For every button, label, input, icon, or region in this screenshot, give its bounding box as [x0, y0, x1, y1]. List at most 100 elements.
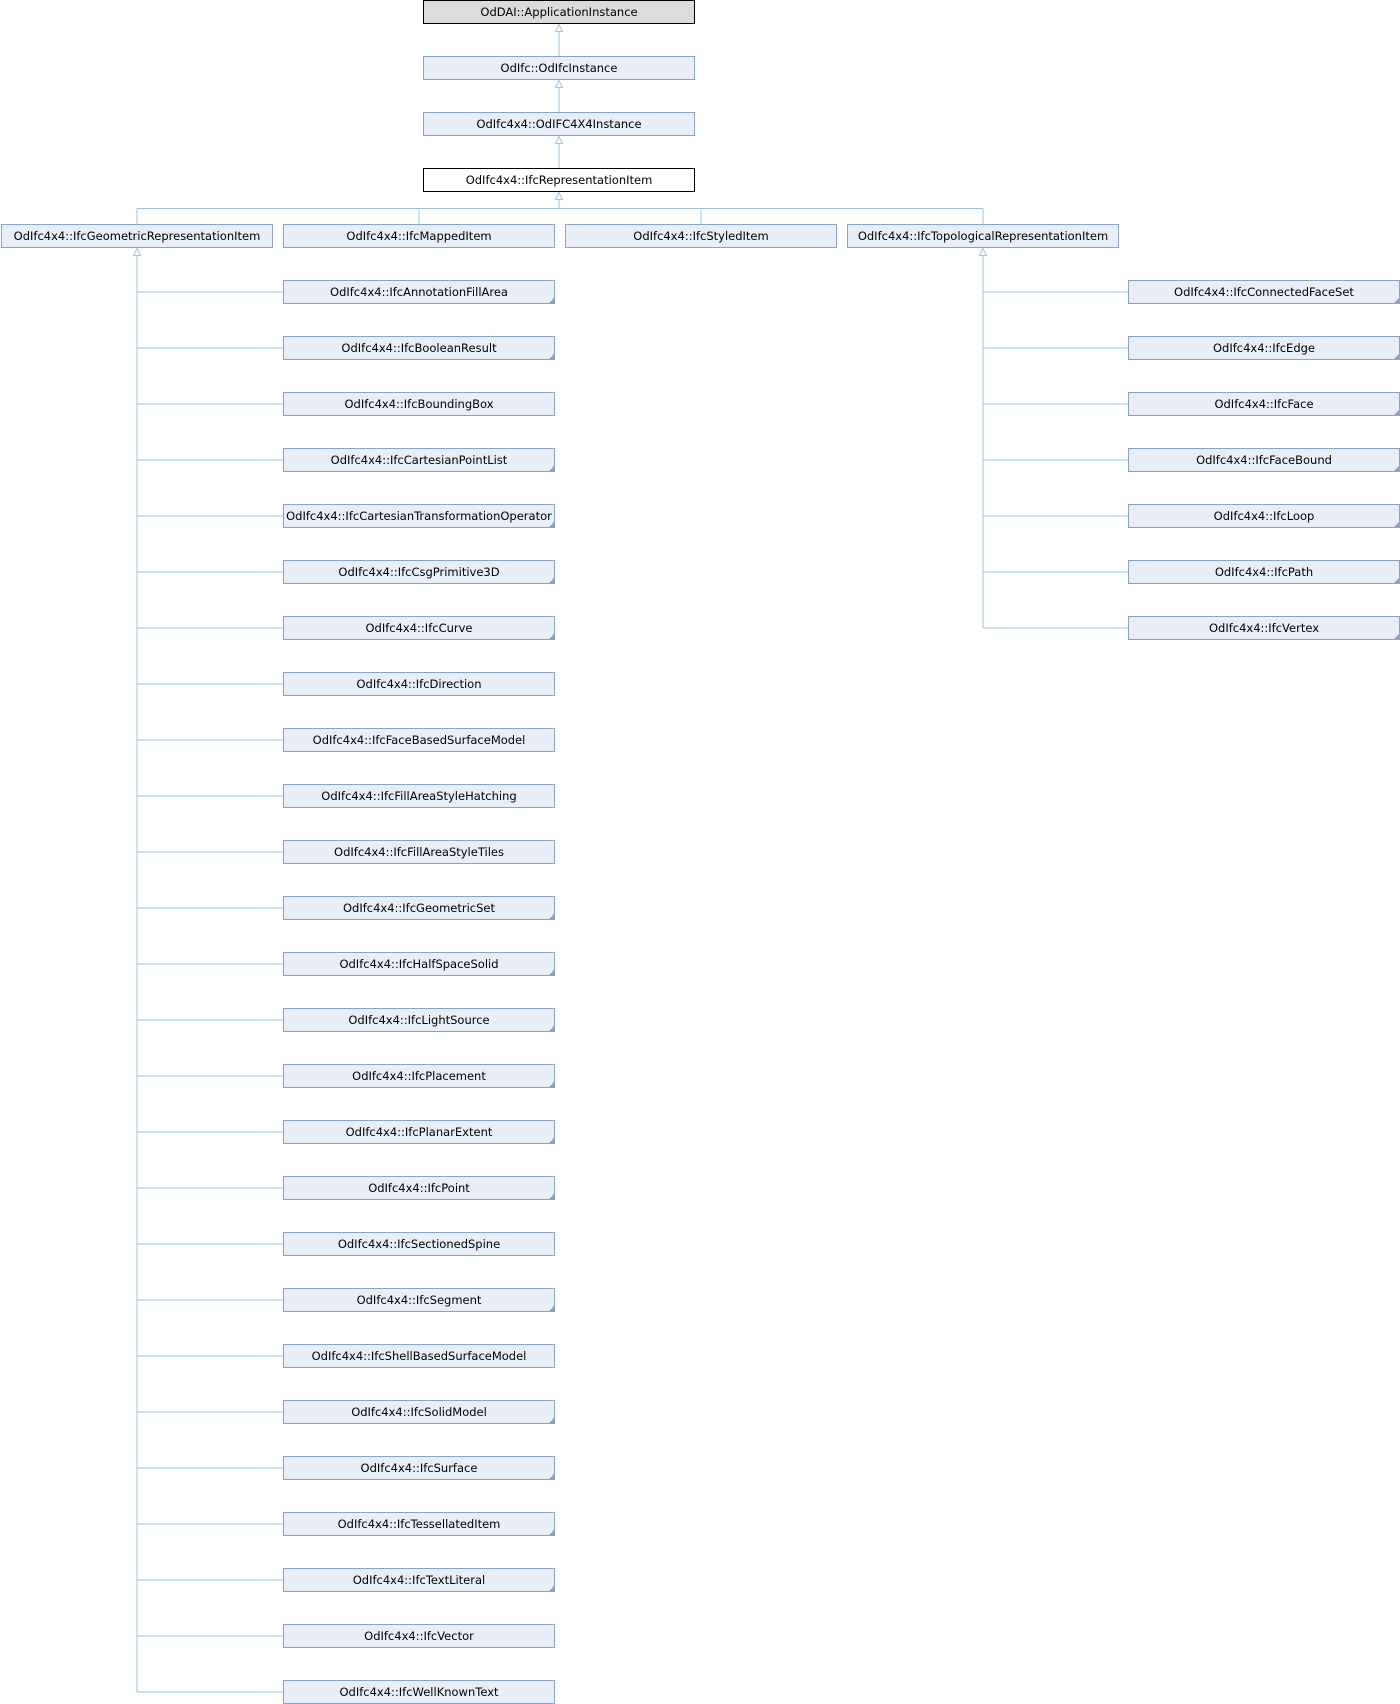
class-node-ifc-cartesian-transformation-operator[interactable]: OdIfc4x4::IfcCartesianTransformationOper… [283, 504, 555, 528]
more-subclasses-marker-icon [548, 1081, 555, 1088]
class-node-label: OdDAI::ApplicationInstance [480, 5, 637, 19]
class-node-label: OdIfc4x4::IfcLightSource [348, 1013, 489, 1027]
class-node-label: OdIfc4x4::IfcFaceBasedSurfaceModel [313, 733, 526, 747]
class-node-application-instance[interactable]: OdDAI::ApplicationInstance [423, 0, 695, 24]
class-node-ifc-csg-primitive3-d[interactable]: OdIfc4x4::IfcCsgPrimitive3D [283, 560, 555, 584]
class-node-ifc-segment[interactable]: OdIfc4x4::IfcSegment [283, 1288, 555, 1312]
class-node-label: OdIfc4x4::IfcHalfSpaceSolid [339, 957, 498, 971]
class-node-ifc-vector[interactable]: OdIfc4x4::IfcVector [283, 1624, 555, 1648]
more-subclasses-marker-icon [548, 633, 555, 640]
class-node-ifc-solid-model[interactable]: OdIfc4x4::IfcSolidModel [283, 1400, 555, 1424]
class-node-ifc-face-based-surface-model[interactable]: OdIfc4x4::IfcFaceBasedSurfaceModel [283, 728, 555, 752]
class-node-ifc-planar-extent[interactable]: OdIfc4x4::IfcPlanarExtent [283, 1120, 555, 1144]
class-node-box [283, 1344, 555, 1368]
class-node-box [283, 1512, 555, 1536]
class-node-label: OdIfc4x4::IfcSurface [361, 1461, 478, 1475]
class-node-ifc-shell-based-surface-model[interactable]: OdIfc4x4::IfcShellBasedSurfaceModel [283, 1344, 555, 1368]
more-subclasses-marker-icon [548, 1193, 555, 1200]
class-node-ifc-sectioned-spine[interactable]: OdIfc4x4::IfcSectionedSpine [283, 1232, 555, 1256]
class-node-label: OdIfc4x4::OdIFC4X4Instance [476, 117, 641, 131]
class-node-label: OdIfc4x4::IfcAnnotationFillArea [330, 285, 508, 299]
class-node-ifc-fill-area-style-tiles[interactable]: OdIfc4x4::IfcFillAreaStyleTiles [283, 840, 555, 864]
class-node-ifc-geometric-representation-item[interactable]: OdIfc4x4::IfcGeometricRepresentationItem [1, 224, 273, 248]
inheritance-edges [132, 23, 1128, 1693]
class-node-ifc-face[interactable]: OdIfc4x4::IfcFace [1128, 392, 1400, 416]
class-node-ifc-half-space-solid[interactable]: OdIfc4x4::IfcHalfSpaceSolid [283, 952, 555, 976]
class-node-ifc-representation-item: OdIfc4x4::IfcRepresentationItem [423, 168, 695, 192]
class-node-od-ifc-instance[interactable]: OdIfc::OdIfcInstance [423, 56, 695, 80]
class-node-ifc-light-source[interactable]: OdIfc4x4::IfcLightSource [283, 1008, 555, 1032]
inheritance-arrow-icon [978, 247, 988, 256]
more-subclasses-marker-icon [548, 1025, 555, 1032]
class-node-label: OdIfc4x4::IfcFillAreaStyleTiles [334, 845, 504, 859]
more-subclasses-marker-icon [1393, 409, 1400, 416]
more-subclasses-marker-icon [548, 577, 555, 584]
class-node-label: OdIfc4x4::IfcMappedItem [346, 229, 491, 243]
inheritance-arrow-icon [554, 135, 564, 144]
more-subclasses-marker-icon [1393, 577, 1400, 584]
class-node-box [283, 1624, 555, 1648]
class-node-ifc-curve[interactable]: OdIfc4x4::IfcCurve [283, 616, 555, 640]
class-node-label: OdIfc4x4::IfcConnectedFaceSet [1174, 285, 1354, 299]
more-subclasses-marker-icon [1393, 353, 1400, 360]
inheritance-arrow-icon [132, 247, 142, 256]
more-subclasses-marker-icon [548, 1473, 555, 1480]
class-node-label: OdIfc4x4::IfcFillAreaStyleHatching [321, 789, 516, 803]
class-node-ifc-text-literal[interactable]: OdIfc4x4::IfcTextLiteral [283, 1568, 555, 1592]
class-node-label: OdIfc4x4::IfcPoint [368, 1181, 470, 1195]
class-node-label: OdIfc4x4::IfcTessellatedItem [338, 1517, 501, 1531]
class-node-ifc-face-bound[interactable]: OdIfc4x4::IfcFaceBound [1128, 448, 1400, 472]
class-node-od-ifc4-x4-instance[interactable]: OdIfc4x4::OdIFC4X4Instance [423, 112, 695, 136]
class-node-ifc-tessellated-item[interactable]: OdIfc4x4::IfcTessellatedItem [283, 1512, 555, 1536]
class-node-label: OdIfc4x4::IfcPlanarExtent [346, 1125, 493, 1139]
class-node-box [283, 1288, 555, 1312]
class-node-box [847, 224, 1119, 248]
class-node-box [283, 672, 555, 696]
class-node-ifc-cartesian-point-list[interactable]: OdIfc4x4::IfcCartesianPointList [283, 448, 555, 472]
class-node-label: OdIfc4x4::IfcBoundingBox [344, 397, 493, 411]
class-node-label: OdIfc4x4::IfcVector [364, 1629, 474, 1643]
class-node-box [283, 336, 555, 360]
class-node-ifc-topological-representation-item[interactable]: OdIfc4x4::IfcTopologicalRepresentationIt… [847, 224, 1119, 248]
class-node-label: OdIfc4x4::IfcGeometricSet [343, 901, 495, 915]
more-subclasses-marker-icon [1393, 521, 1400, 528]
class-node-ifc-bounding-box[interactable]: OdIfc4x4::IfcBoundingBox [283, 392, 555, 416]
class-node-ifc-vertex[interactable]: OdIfc4x4::IfcVertex [1128, 616, 1400, 640]
class-node-ifc-loop[interactable]: OdIfc4x4::IfcLoop [1128, 504, 1400, 528]
class-node-box [283, 560, 555, 584]
class-node-box [283, 728, 555, 752]
class-node-ifc-direction[interactable]: OdIfc4x4::IfcDirection [283, 672, 555, 696]
class-node-ifc-boolean-result[interactable]: OdIfc4x4::IfcBooleanResult [283, 336, 555, 360]
class-node-label: OdIfc4x4::IfcSectionedSpine [338, 1237, 500, 1251]
class-node-label: OdIfc4x4::IfcEdge [1213, 341, 1315, 355]
class-node-label: OdIfc4x4::IfcPath [1215, 565, 1313, 579]
class-node-ifc-placement[interactable]: OdIfc4x4::IfcPlacement [283, 1064, 555, 1088]
class-node-ifc-mapped-item[interactable]: OdIfc4x4::IfcMappedItem [283, 224, 555, 248]
more-subclasses-marker-icon [548, 1417, 555, 1424]
class-node-label: OdIfc4x4::IfcLoop [1214, 509, 1315, 523]
more-subclasses-marker-icon [548, 913, 555, 920]
class-node-ifc-point[interactable]: OdIfc4x4::IfcPoint [283, 1176, 555, 1200]
class-node-box [423, 0, 695, 24]
class-node-ifc-geometric-set[interactable]: OdIfc4x4::IfcGeometricSet [283, 896, 555, 920]
class-node-ifc-annotation-fill-area[interactable]: OdIfc4x4::IfcAnnotationFillArea [283, 280, 555, 304]
class-node-ifc-edge[interactable]: OdIfc4x4::IfcEdge [1128, 336, 1400, 360]
more-subclasses-marker-icon [548, 1529, 555, 1536]
more-subclasses-marker-icon [548, 465, 555, 472]
inheritance-arrow-icon [554, 191, 564, 200]
class-node-ifc-fill-area-style-hatching[interactable]: OdIfc4x4::IfcFillAreaStyleHatching [283, 784, 555, 808]
class-node-box [283, 280, 555, 304]
class-node-ifc-connected-face-set[interactable]: OdIfc4x4::IfcConnectedFaceSet [1128, 280, 1400, 304]
class-node-ifc-styled-item[interactable]: OdIfc4x4::IfcStyledItem [565, 224, 837, 248]
inheritance-arrow-icon [554, 23, 564, 32]
class-node-ifc-surface[interactable]: OdIfc4x4::IfcSurface [283, 1456, 555, 1480]
class-node-box [283, 1064, 555, 1088]
class-node-label: OdIfc4x4::IfcTextLiteral [353, 1573, 485, 1587]
more-subclasses-marker-icon [548, 1137, 555, 1144]
class-node-box [283, 1400, 555, 1424]
more-subclasses-marker-icon [1393, 297, 1400, 304]
class-node-ifc-path[interactable]: OdIfc4x4::IfcPath [1128, 560, 1400, 584]
class-node-ifc-well-known-text[interactable]: OdIfc4x4::IfcWellKnownText [283, 1680, 555, 1704]
class-node-label: OdIfc4x4::IfcStyledItem [633, 229, 768, 243]
class-node-box [1, 224, 273, 248]
